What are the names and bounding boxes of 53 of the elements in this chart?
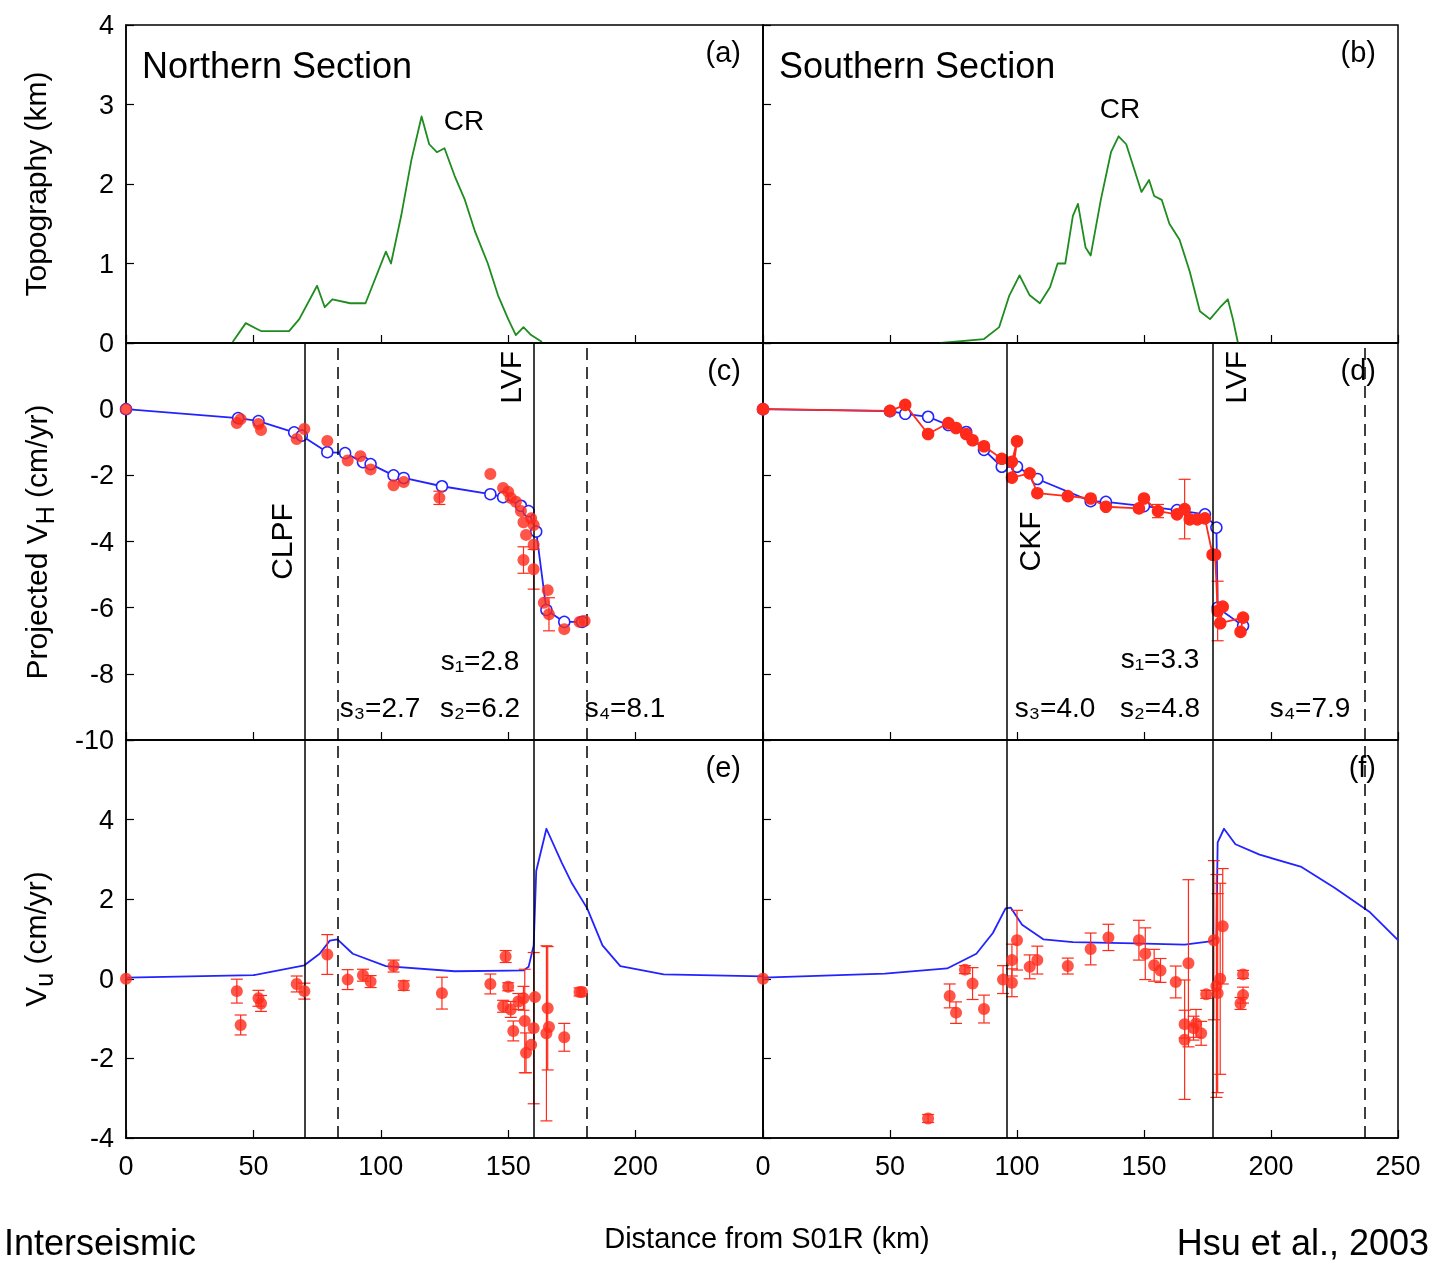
- annotation: s₁=2.8: [440, 644, 520, 676]
- y-tick-label: 1: [98, 248, 114, 279]
- ref-line-label: LVF: [494, 351, 528, 404]
- x-tick-label: 50: [238, 1150, 269, 1181]
- y-tick-label: -4: [89, 1123, 114, 1153]
- annotation: (d): [1340, 353, 1376, 386]
- x-tick-label: 0: [755, 1150, 771, 1181]
- ref-line-label: LVF: [1219, 351, 1253, 404]
- annotation: (a): [705, 35, 741, 68]
- annotation: s₂=6.2: [439, 691, 521, 723]
- x-tick-label: 150: [1121, 1150, 1167, 1181]
- y-tick-label: 4: [98, 10, 114, 40]
- text: Interseismic: [4, 1222, 197, 1264]
- ref-line-label: CKF: [1013, 511, 1047, 572]
- x-tick-label: 150: [485, 1150, 531, 1181]
- y-axis-title: Topography (km): [18, 70, 53, 299]
- y-tick-label: 4: [98, 804, 114, 835]
- annotation: s₄=7.9: [1269, 691, 1351, 723]
- x-tick-label: 0: [118, 1150, 134, 1181]
- y-tick-label: 2: [98, 169, 114, 199]
- y-tick-label: -6: [89, 592, 114, 623]
- x-tick-label: 50: [874, 1150, 906, 1181]
- annotation: s₃=2.7: [339, 691, 421, 723]
- x-tick-label: 250: [1375, 1150, 1421, 1181]
- annotation: (b): [1340, 35, 1376, 68]
- annotation: CR: [1099, 92, 1141, 124]
- x-axis-title: Distance from S01R (km): [603, 1222, 931, 1255]
- y-tick-label: -2: [89, 1043, 114, 1074]
- y-tick-label: 0: [98, 963, 114, 994]
- y-tick-label: 0: [98, 328, 114, 358]
- y-tick-label: -10: [74, 725, 114, 755]
- x-tick-label: 200: [1248, 1150, 1294, 1181]
- y-tick-label: 3: [98, 89, 114, 120]
- text: Southern Section: [779, 44, 1056, 86]
- annotation: s₁=3.3: [1120, 642, 1200, 674]
- y-tick-label: -4: [89, 526, 114, 557]
- annotation: s₃=4.0: [1014, 691, 1096, 723]
- x-tick-label: 100: [358, 1150, 404, 1181]
- x-tick-label: 100: [994, 1150, 1040, 1181]
- y-tick-label: 2: [98, 884, 114, 915]
- x-tick-label: 200: [613, 1150, 659, 1181]
- y-tick-label: 0: [98, 394, 114, 425]
- annotation: (f): [1348, 750, 1376, 783]
- ref-line-label: CLPF: [264, 503, 298, 580]
- text: Northern Section: [142, 44, 413, 86]
- annotation: (e): [705, 750, 741, 783]
- annotation: s₂=4.8: [1119, 691, 1201, 723]
- y-tick-label: -8: [89, 658, 114, 689]
- text: Hsu et al., 2003: [1176, 1222, 1429, 1264]
- annotation: (c): [707, 353, 741, 386]
- y-tick-label: -2: [89, 460, 114, 491]
- annotation: s₄=8.1: [584, 691, 666, 723]
- annotation: CR: [443, 104, 485, 136]
